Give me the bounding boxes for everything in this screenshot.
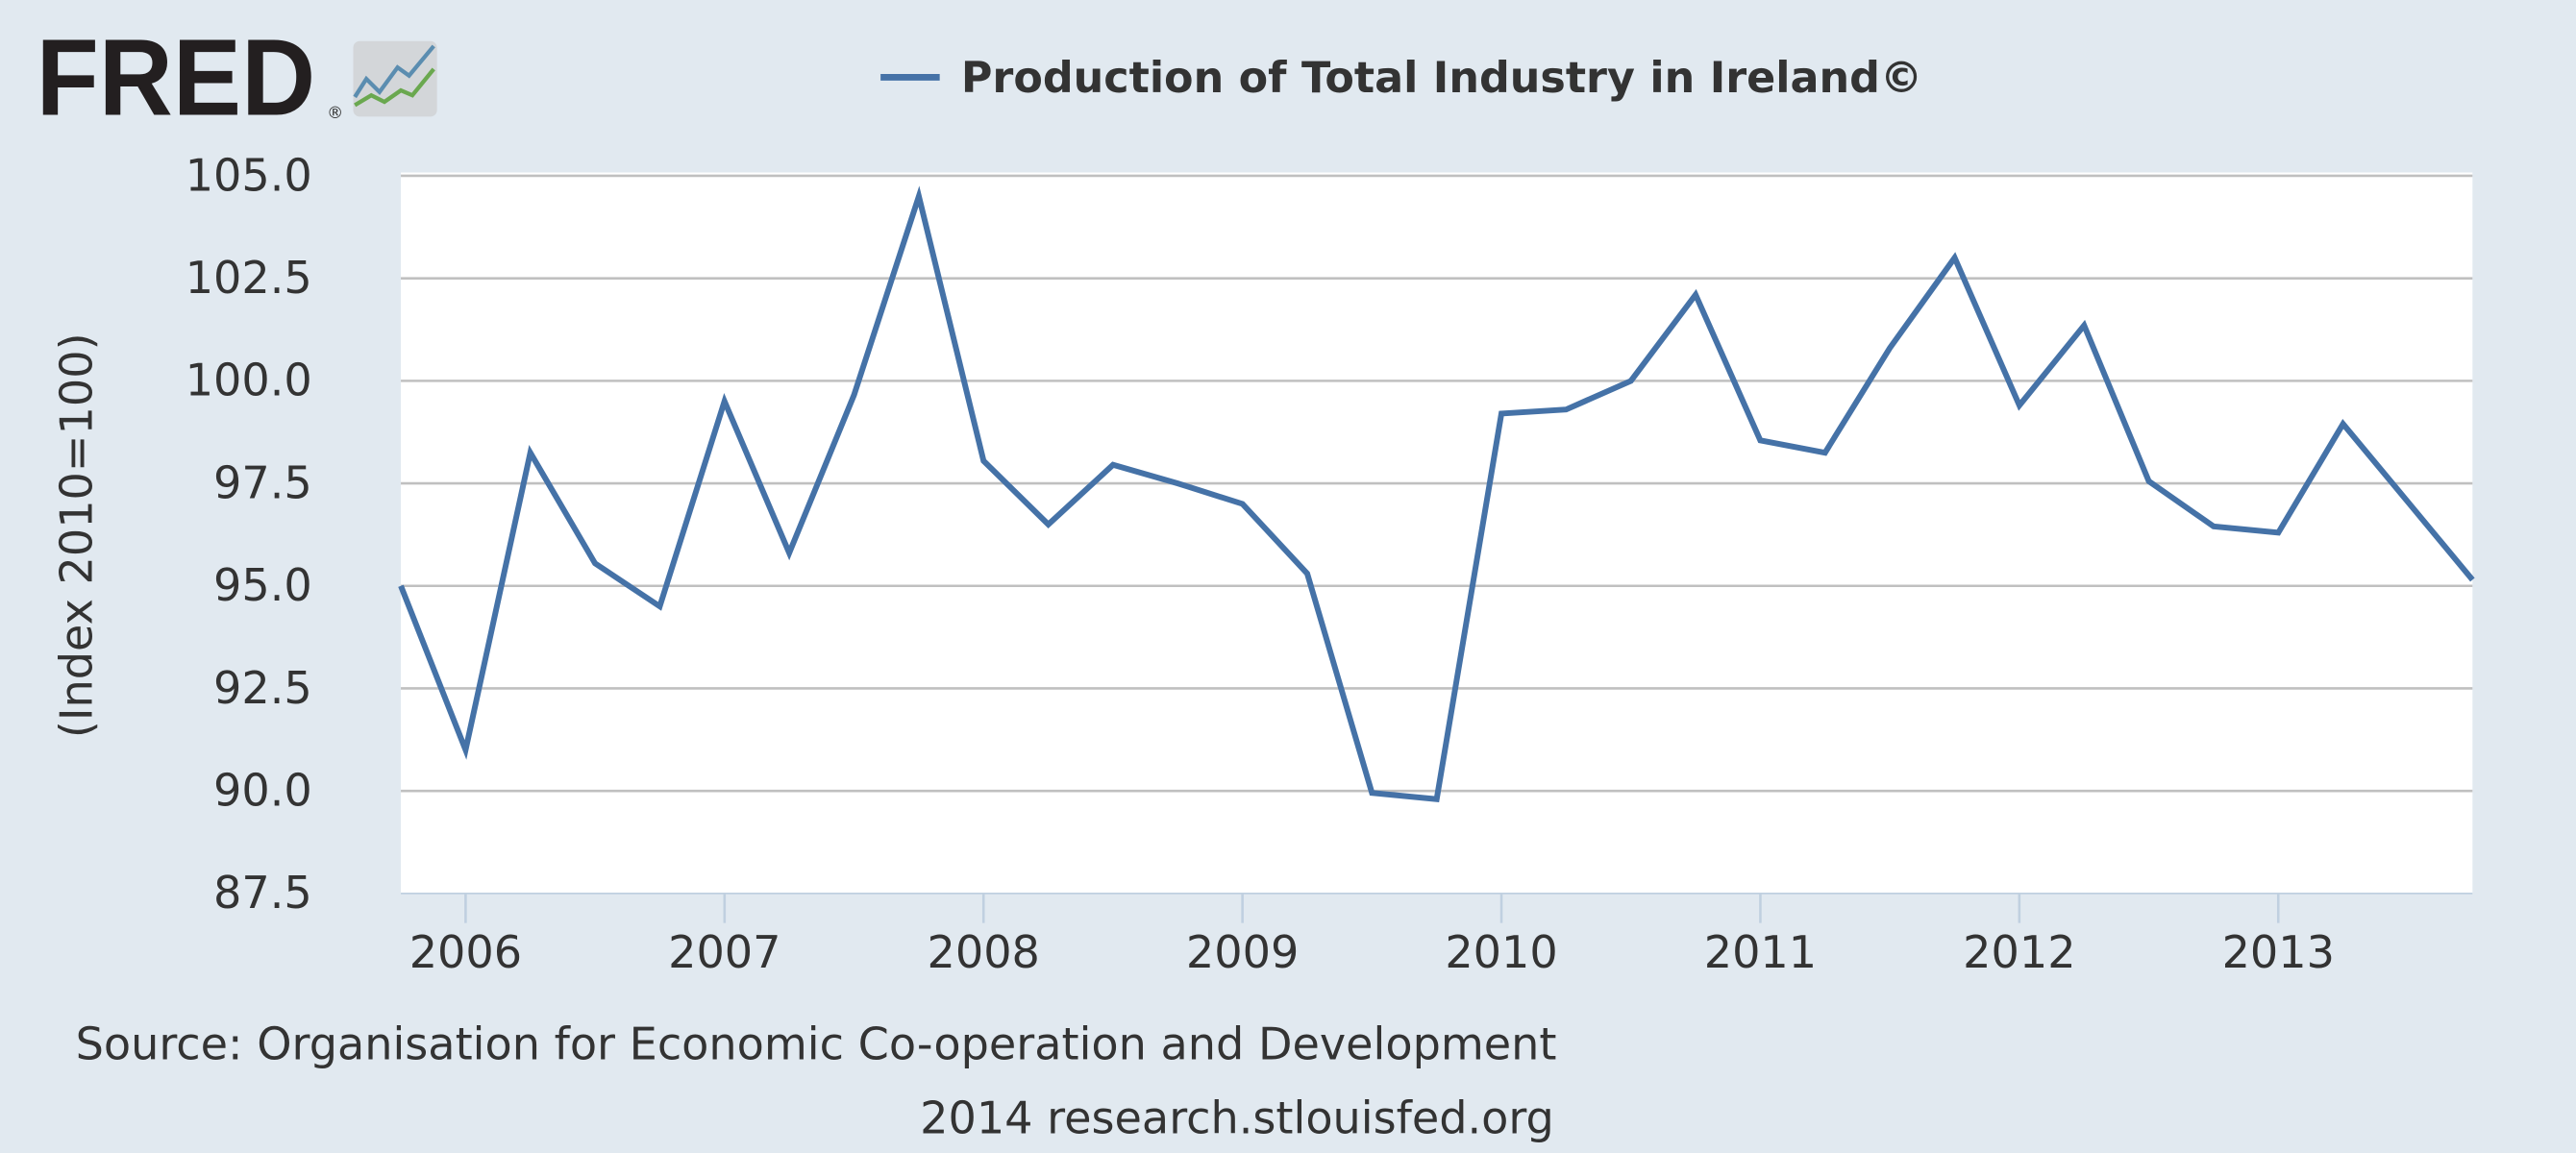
y-tick-label: 92.5	[213, 662, 312, 714]
fred-logo: FRED ®	[37, 17, 437, 138]
source-text: Source: Organisation for Economic Co-ope…	[76, 1018, 1557, 1069]
plot-area	[401, 172, 2473, 894]
y-tick-label: 105.0	[186, 149, 312, 201]
x-tick-label: 2010	[1445, 926, 1557, 978]
y-tick-label: 90.0	[213, 765, 312, 817]
y-axis-label: (Index 2010=100)	[51, 332, 103, 738]
chart-title: Production of Total Industry in Ireland©	[961, 54, 1922, 103]
y-tick-label: 102.5	[186, 252, 312, 304]
logo-text: FRED	[37, 17, 316, 138]
y-tick-label: 95.0	[213, 559, 312, 611]
x-tick-label: 2013	[2222, 926, 2335, 978]
credit-text: 2014 research.stlouisfed.org	[920, 1092, 1554, 1143]
x-tick-label: 2006	[409, 926, 522, 978]
y-tick-label: 100.0	[186, 355, 312, 406]
x-tick-label: 2009	[1186, 926, 1299, 978]
x-tick-label: 2007	[668, 926, 780, 978]
y-tick-label: 87.5	[213, 867, 312, 919]
x-tick-label: 2008	[928, 926, 1040, 978]
logo-chart-icon	[353, 40, 437, 117]
x-tick-label: 2012	[1963, 926, 2075, 978]
series-line	[398, 185, 2475, 803]
legend: Production of Total Industry in Ireland©	[880, 54, 1922, 103]
logo-registered: ®	[327, 104, 343, 123]
x-tick-label: 2011	[1704, 926, 1817, 978]
y-tick-label: 97.5	[213, 456, 312, 508]
